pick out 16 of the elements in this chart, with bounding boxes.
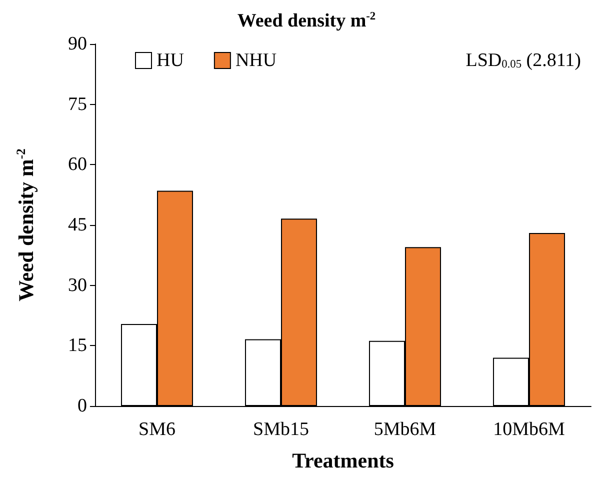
y-tick-label: 75 (68, 94, 87, 115)
y-tick-label: 45 (68, 214, 87, 236)
legend-label: NHU (235, 50, 277, 71)
y-axis-title: Weed density m-2 (14, 148, 38, 302)
x-tick-label: 5Mb6M (374, 419, 436, 440)
y-tick-label: 0 (78, 396, 87, 416)
legend-label: HU (156, 50, 184, 71)
y-tick-label: 30 (68, 274, 87, 296)
y-tick-label: 15 (68, 335, 87, 356)
x-tick-label: 10Mb6M (493, 419, 565, 440)
y-tick-label: 60 (68, 154, 87, 176)
x-axis-title: Treatments (292, 448, 394, 472)
annotation: LSD0.05 (2.811) (466, 50, 582, 71)
x-tick-label: SM6 (138, 419, 176, 440)
x-tick-label: SMb15 (253, 419, 309, 440)
y-tick-label: 90 (68, 34, 87, 54)
